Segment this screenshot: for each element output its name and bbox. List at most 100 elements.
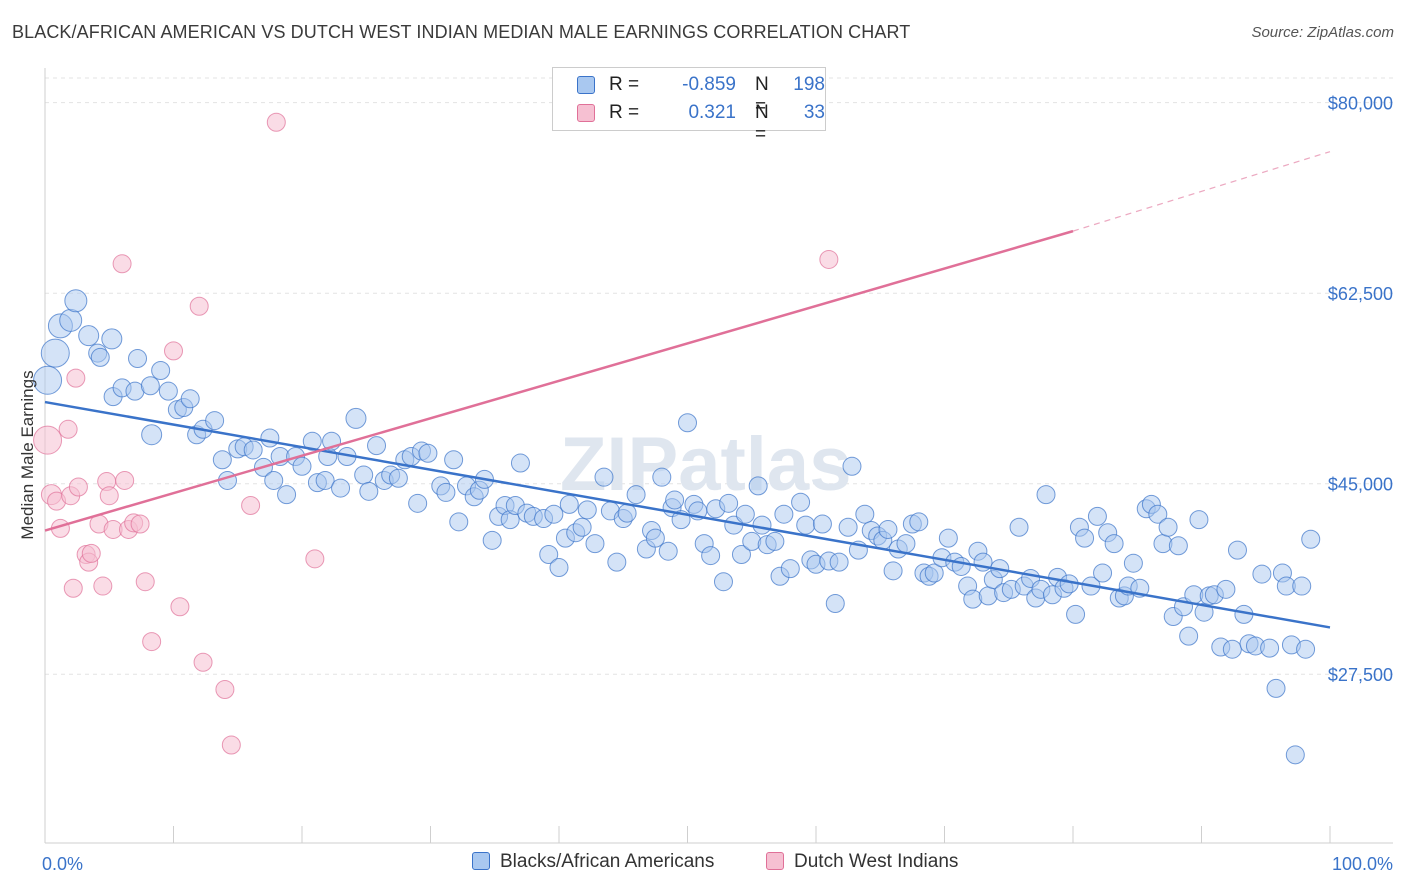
dutch-west-indian-points [33, 112, 839, 755]
black-african-american-point [1266, 678, 1286, 698]
bottom-legend-label: Blacks/African Americans [500, 851, 715, 872]
black-african-american-point [140, 376, 160, 396]
stats-legend: R = -0.859 N = 198 R = 0.321 N = 33 [552, 67, 826, 145]
black-african-american-point [585, 534, 605, 554]
black-african-american-point [735, 504, 755, 524]
black-african-american-point [367, 436, 387, 456]
dutch-west-indian-point [164, 341, 183, 361]
black-african-american-point [963, 589, 983, 609]
black-african-american-point [1036, 485, 1056, 505]
black-african-american-point [1189, 510, 1209, 530]
y-tick-label: $62,500 [1328, 284, 1393, 304]
black-african-american-point [1148, 504, 1168, 524]
dutch-west-indian-point [93, 576, 113, 596]
x-tick-label-min: 0.0% [42, 854, 83, 874]
legend-r-label: R = [609, 102, 640, 123]
black-african-american-point [1009, 517, 1029, 537]
dutch-west-indian-point [66, 368, 86, 388]
black-african-american-point [652, 467, 672, 487]
legend-r-value: -0.859 [682, 74, 736, 95]
pink-trend-extension [1072, 151, 1331, 232]
black-african-american-point [40, 338, 70, 368]
legend-r-label: R = [609, 74, 640, 95]
black-african-american-point [719, 493, 739, 513]
black-african-american-point [658, 541, 678, 561]
black-african-american-point [825, 593, 845, 613]
black-african-american-point [1227, 540, 1247, 560]
black-african-american-point [1179, 626, 1199, 646]
dutch-west-indian-point [130, 514, 150, 534]
dutch-west-indian-point [266, 112, 286, 132]
black-african-american-point [765, 531, 785, 551]
black-african-american-point [64, 289, 88, 313]
black-african-american-point [878, 519, 898, 539]
black-african-american-point [713, 572, 733, 592]
black-african-american-point [665, 490, 685, 510]
black-african-american-point [331, 478, 351, 498]
black-african-american-point [444, 450, 464, 470]
black-african-american-point [1285, 745, 1305, 765]
dutch-west-indian-point [99, 486, 119, 506]
black-african-american-point [594, 467, 614, 487]
black-african-american-point [883, 561, 903, 581]
black-african-american-point [212, 450, 232, 470]
dutch-west-indian-point [189, 296, 209, 316]
black-african-american-point [1292, 576, 1312, 596]
black-african-american-point [731, 544, 751, 564]
black-african-american-point [302, 431, 322, 451]
black-african-american-point [315, 470, 335, 490]
black-african-american-point [205, 411, 225, 431]
black-african-american-point [544, 504, 564, 524]
black-african-american-point [742, 531, 762, 551]
black-african-american-point [436, 482, 456, 502]
black-african-american-point [1104, 534, 1124, 554]
legend-swatch-blue [577, 76, 595, 94]
black-african-american-point [829, 552, 849, 572]
black-african-american-point [951, 556, 971, 576]
dutch-west-indian-point [81, 543, 101, 563]
black-african-american-point [359, 481, 379, 501]
black-african-american-point [277, 485, 297, 505]
dutch-west-indian-point [33, 425, 63, 455]
legend-n-label: N = [755, 102, 769, 145]
black-african-american-point [510, 453, 530, 473]
black-african-american-point [59, 308, 83, 332]
black-african-american-point [408, 493, 428, 513]
black-african-american-point [128, 349, 148, 369]
black-african-american-point [345, 407, 367, 429]
black-african-american-point [791, 492, 811, 512]
black-african-american-point [607, 552, 627, 572]
black-african-american-point [978, 586, 998, 606]
black-african-american-point [1087, 506, 1107, 526]
black-african-american-point [1123, 553, 1143, 573]
bottom-legend-dutch: Dutch West Indians [766, 851, 958, 873]
black-african-american-point [292, 456, 312, 476]
black-african-american-point [1260, 638, 1280, 658]
dutch-west-indian-point [221, 735, 241, 755]
y-axis-label: Median Male Earnings [18, 370, 37, 539]
pink-trend-line [44, 229, 1074, 532]
axes [44, 68, 1393, 844]
black-african-american-point [645, 528, 665, 548]
legend-swatch-pink [577, 104, 595, 122]
black-african-american-point [539, 544, 559, 564]
black-african-american-point [626, 485, 646, 505]
black-african-american-point [418, 443, 438, 463]
black-african-american-point [780, 559, 800, 579]
bottom-legend-label: Dutch West Indians [794, 851, 959, 872]
black-african-american-points [33, 289, 1321, 765]
black-african-american-point [774, 504, 794, 524]
chart-title: BLACK/AFRICAN AMERICAN VS DUTCH WEST IND… [12, 22, 911, 42]
black-african-american-point [1066, 604, 1086, 624]
black-african-american-point [449, 512, 469, 532]
y-tick-label: $80,000 [1328, 94, 1393, 114]
y-tick-label: $27,500 [1328, 665, 1393, 685]
watermark: ZIPatlas [560, 422, 851, 507]
black-african-american-point [1296, 639, 1316, 659]
black-african-american-point [33, 365, 63, 395]
black-african-american-point [1093, 563, 1113, 583]
trend-lines [44, 151, 1331, 629]
dutch-west-indian-point [115, 470, 135, 490]
black-african-american-point [1222, 639, 1242, 659]
